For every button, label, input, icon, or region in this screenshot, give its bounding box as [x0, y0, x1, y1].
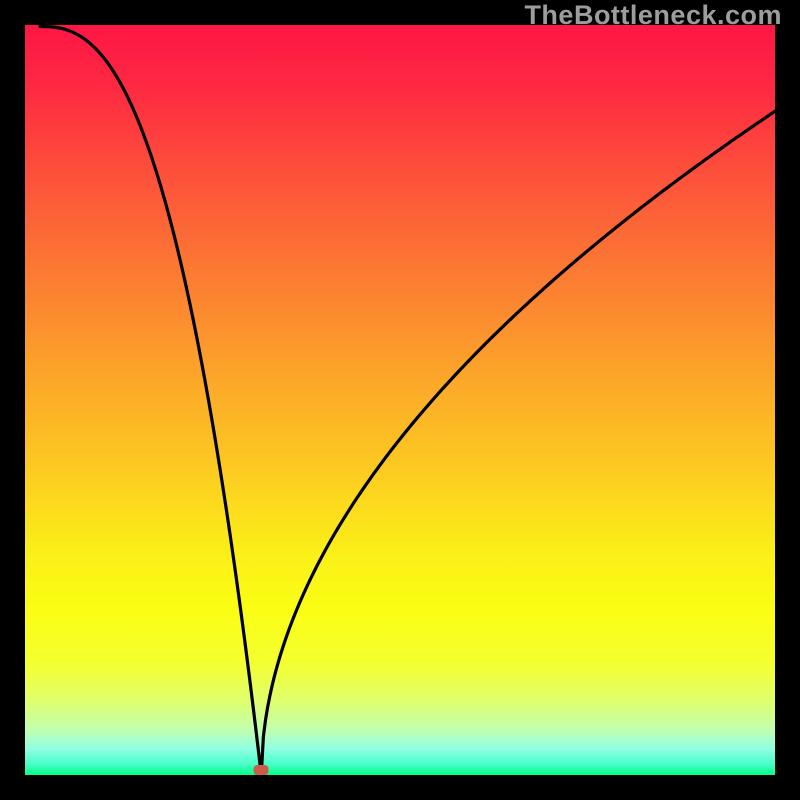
chart-container: TheBottleneck.com: [0, 0, 800, 800]
watermark-label: TheBottleneck.com: [524, 0, 782, 31]
optimum-marker: [254, 765, 269, 775]
plot-area: [25, 25, 775, 775]
